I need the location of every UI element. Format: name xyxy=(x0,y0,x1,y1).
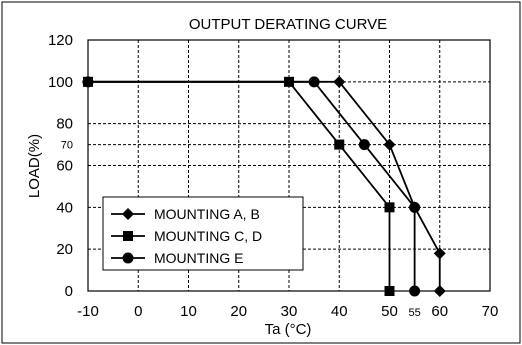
x-tick-label: 10 xyxy=(180,303,197,320)
legend-marker-square xyxy=(123,231,133,241)
legend-marker-diamond xyxy=(122,208,134,220)
y-tick-label: 80 xyxy=(56,116,73,133)
x-tick-label: 50 xyxy=(381,303,398,320)
x-tick-label: 60 xyxy=(431,303,448,320)
y-tick-label: 40 xyxy=(56,199,73,216)
x-axis-title: Ta (°C) xyxy=(265,321,312,338)
plot-area-border xyxy=(87,39,491,292)
legend: MOUNTING A, B MOUNTING C, D MOUNTING E xyxy=(102,196,304,271)
legend-label: MOUNTING A, B xyxy=(154,206,260,222)
y-tick-label: 60 xyxy=(56,158,73,175)
y-tick-labels: 0 20 40 60 80 100 120 70 xyxy=(48,32,73,300)
legend-marker-circle xyxy=(122,252,134,264)
data-point-square xyxy=(384,202,395,213)
data-point-circle xyxy=(358,139,370,151)
data-point-circle xyxy=(308,76,320,88)
x-tick-label: 30 xyxy=(281,303,298,320)
y-axis-title: LOAD(%) xyxy=(26,134,43,198)
data-point-square xyxy=(334,139,345,150)
data-point-square xyxy=(384,286,395,296)
x-tick-label-extra: 55 xyxy=(409,307,421,319)
y-tick-label: 120 xyxy=(48,32,73,49)
series-layer xyxy=(82,75,446,297)
legend-label: MOUNTING C, D xyxy=(154,228,262,244)
x-tick-labels: -10 0 10 20 30 40 50 60 70 55 xyxy=(77,303,498,320)
chart-title: OUTPUT DERATING CURVE xyxy=(189,16,387,33)
x-tick-label: 70 xyxy=(482,303,499,320)
data-point-circle xyxy=(409,201,421,213)
data-point-diamond xyxy=(433,247,446,260)
x-tick-label: 0 xyxy=(134,303,142,320)
y-tick-label-extra: 70 xyxy=(61,140,73,152)
x-tick-label: 40 xyxy=(331,303,348,320)
x-tick-label: 20 xyxy=(230,303,247,320)
y-tick-label: 100 xyxy=(48,74,73,91)
data-point-diamond xyxy=(383,138,396,151)
x-tick-label: -10 xyxy=(77,303,99,320)
series-circle xyxy=(82,76,421,297)
y-tick-label: 20 xyxy=(56,241,73,258)
y-tick-label: 0 xyxy=(65,283,73,300)
legend-label: MOUNTING E xyxy=(154,250,243,266)
data-point-circle xyxy=(82,76,94,88)
data-point-circle xyxy=(409,285,421,297)
data-point-diamond xyxy=(433,285,446,297)
data-point-diamond xyxy=(333,75,346,88)
